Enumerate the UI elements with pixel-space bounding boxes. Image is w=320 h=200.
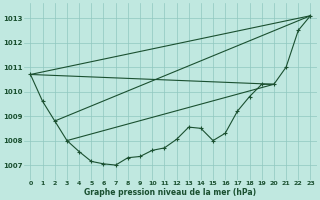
X-axis label: Graphe pression niveau de la mer (hPa): Graphe pression niveau de la mer (hPa): [84, 188, 257, 197]
